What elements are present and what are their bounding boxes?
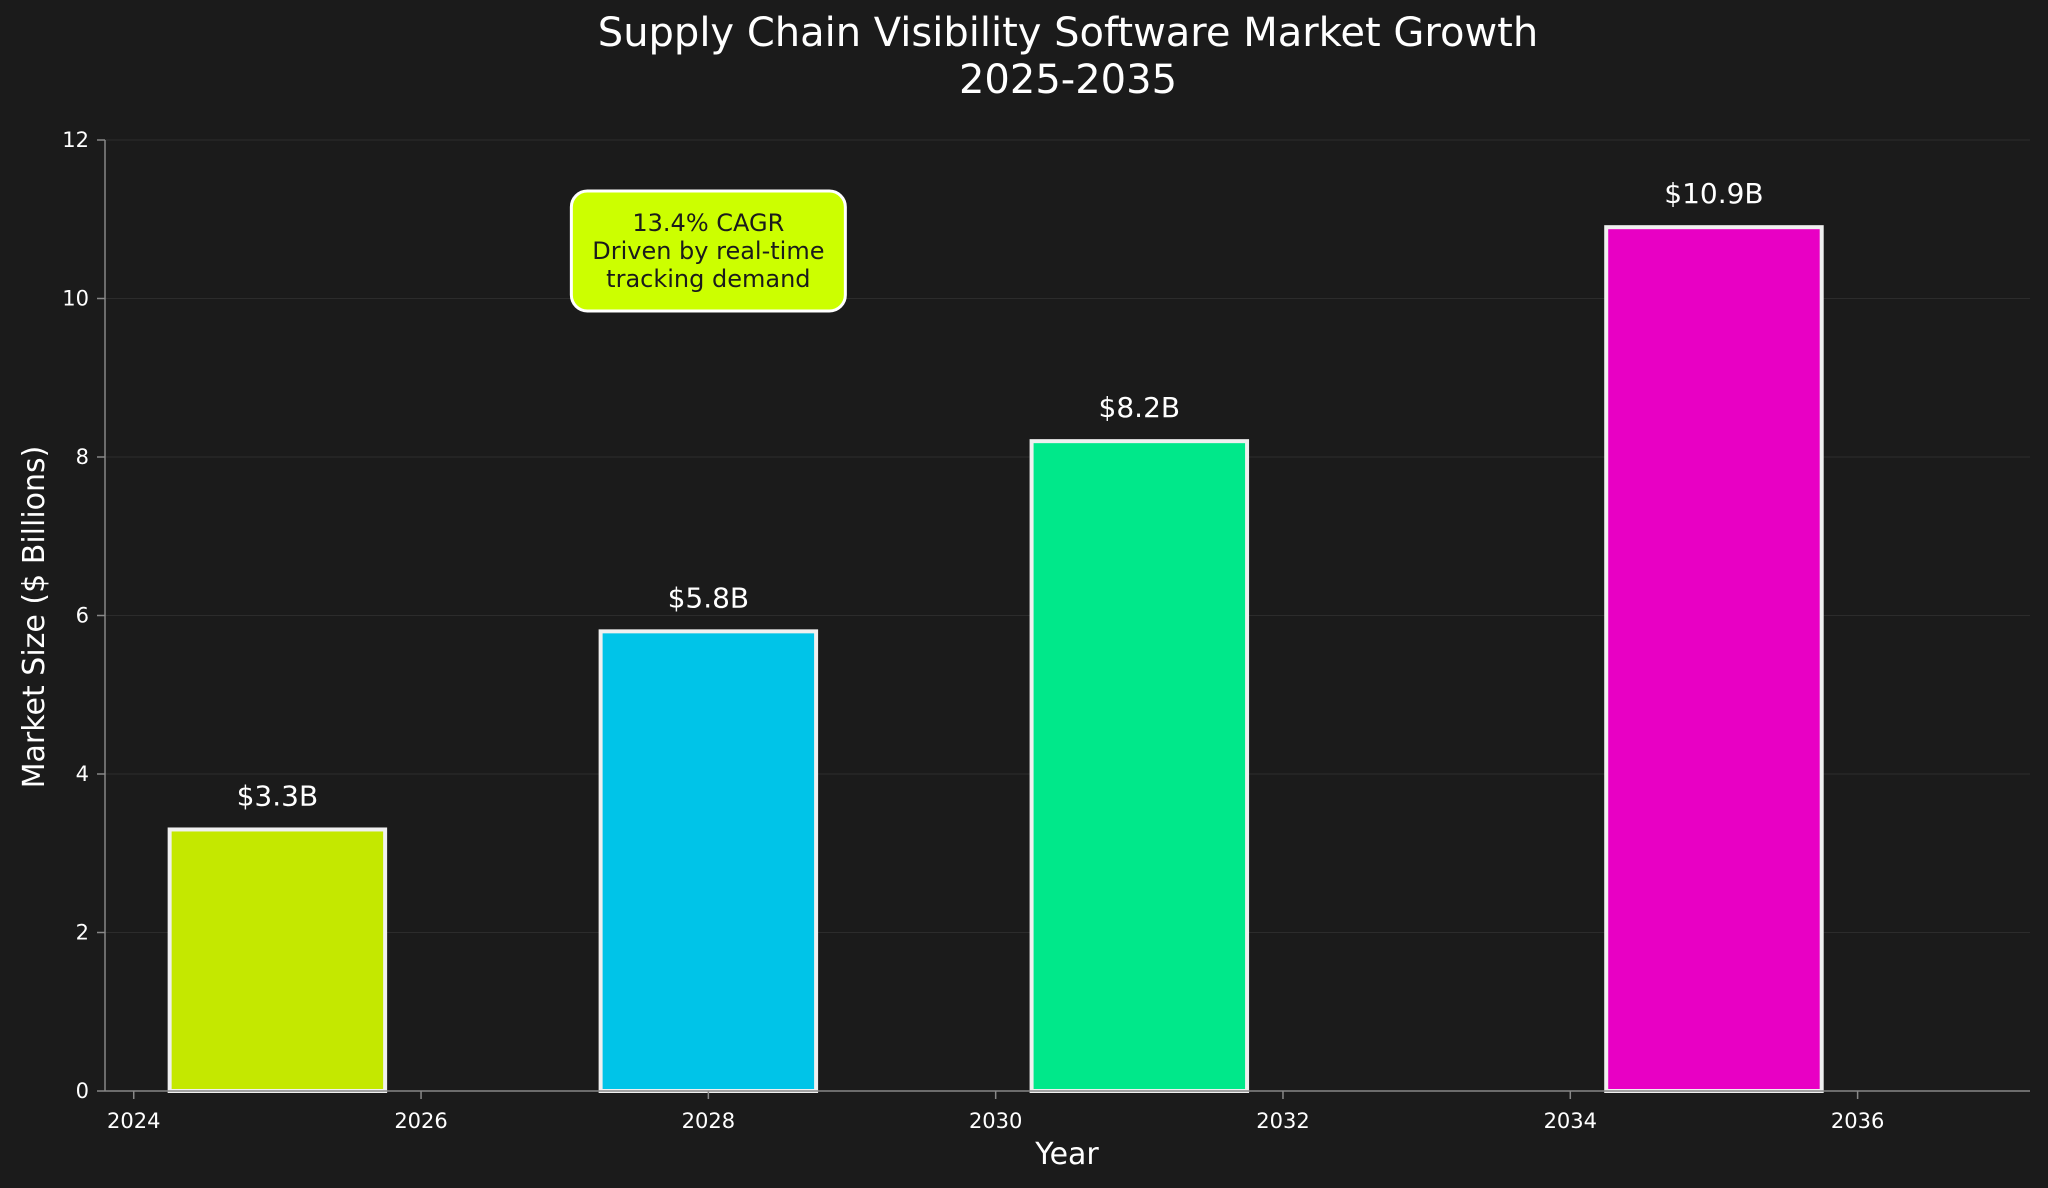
x-tick-label: 2036 [1831,1109,1884,1133]
bar-value-label: $10.9B [1664,177,1763,210]
x-tick-label: 2030 [969,1109,1022,1133]
bar-value-label: $3.3B [237,779,319,812]
bar [598,629,819,1093]
chart-title-line2: 2025-2035 [959,57,1177,103]
bars [167,225,1824,1094]
y-tick-label: 4 [76,762,89,786]
bar-value-label: $5.8B [668,581,750,614]
axes: 0 2 4 6 8 10 12 2024 2026 2028 2030 2032 2034 2036 [62,128,2030,1133]
x-tick-label: 2028 [682,1109,735,1133]
x-tick-label: 2032 [1256,1109,1309,1133]
x-tick-label: 2024 [107,1109,160,1133]
y-tick-label: 8 [76,445,89,469]
x-tick-label: 2034 [1544,1109,1597,1133]
bar-value-label: $8.2B [1099,391,1181,424]
y-tick-label: 0 [76,1079,89,1103]
annotation-box [569,189,847,313]
bar [1604,225,1824,1094]
value-labels: $3.3B $5.8B $8.2B $10.9B [237,177,1764,812]
x-axis-label: Year [1034,1137,1099,1172]
bar [1029,439,1250,1093]
y-tick-label: 2 [76,921,89,945]
annotation-text: Driven by real-time [592,237,824,265]
x-tick-label: 2026 [394,1109,447,1133]
y-tick-label: 10 [62,287,89,311]
y-axis-label: Market Size ($ Billions) [17,446,52,789]
annotation-text: 13.4% CAGR [632,209,784,237]
y-tick-label: 12 [62,128,89,152]
annotation-text: tracking demand [606,265,810,293]
y-tick-label: 6 [76,604,89,628]
chart-title-line1: Supply Chain Visibility Software Market … [598,10,1538,56]
bar [167,827,388,1093]
